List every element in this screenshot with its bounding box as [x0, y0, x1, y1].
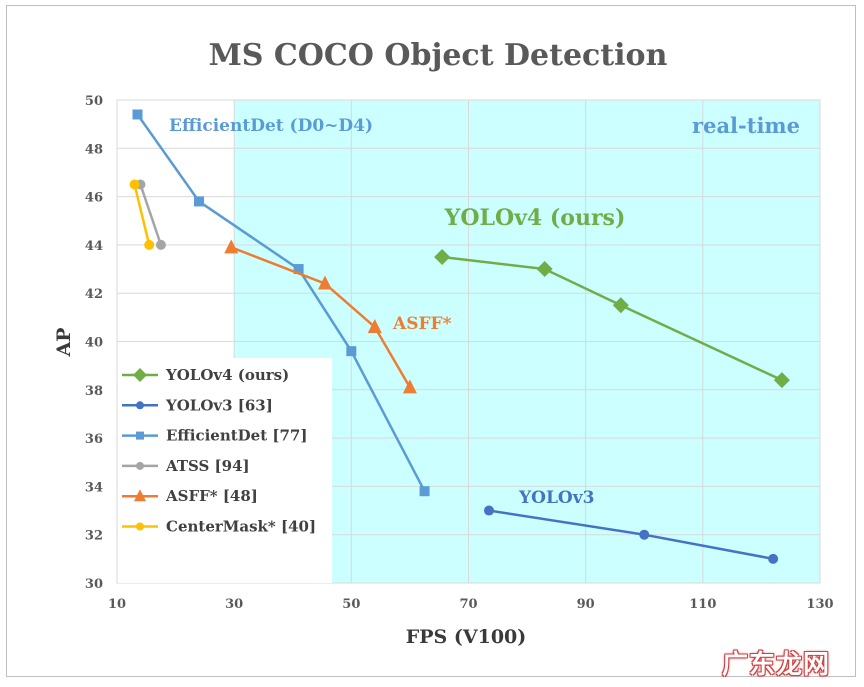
- watermark: 广东龙网: [721, 650, 830, 680]
- plot-border: [116, 99, 821, 584]
- data-point-yolov3: [768, 553, 779, 564]
- y-tick-label: 46: [85, 191, 103, 206]
- x-tick-label: 70: [459, 597, 477, 612]
- y-ticks: 30 32 34 36 38 40 42 44 46 48 50: [85, 94, 103, 592]
- data-point-centermask: [129, 179, 140, 190]
- annotation-efficientdet: EfficientDet (D0~D4): [169, 116, 373, 136]
- legend-marker: [136, 431, 144, 440]
- data-point-yolov4: [434, 248, 451, 265]
- data-point-asff: [224, 239, 239, 254]
- real-time-label: real-time: [692, 113, 800, 138]
- data-point-asff: [367, 319, 382, 334]
- series-yolov3: [484, 505, 779, 564]
- annotation-asff: ASFF*: [392, 314, 452, 334]
- x-tick-label: 30: [225, 597, 243, 612]
- x-axis-label: FPS (V100): [406, 626, 527, 648]
- series-asff: [224, 239, 417, 394]
- series-line-centermask: [133, 184, 151, 246]
- x-tick-label: 110: [689, 597, 716, 612]
- y-tick-label: 30: [85, 577, 103, 592]
- legend-label: YOLOv4 (ours): [165, 366, 289, 384]
- legend-entry-atss: ATSS [94]: [122, 457, 250, 475]
- chart-title: MS COCO Object Detection: [209, 38, 668, 73]
- annotation-yolov3: YOLOv3: [518, 488, 594, 508]
- y-tick-label: 50: [85, 94, 103, 109]
- data-point-yolov4: [612, 297, 629, 314]
- legend-marker: [136, 461, 144, 470]
- data-point-yolov3: [639, 529, 650, 540]
- data-point-yolov4: [773, 372, 790, 389]
- y-tick-label: 38: [85, 384, 103, 399]
- series-layer: [129, 109, 790, 564]
- y-axis-label: AP: [53, 327, 75, 357]
- legend-label: ATSS [94]: [165, 457, 250, 475]
- y-tick-label: 44: [85, 239, 103, 254]
- data-point-asff: [402, 379, 417, 394]
- legend-label: CenterMask* [40]: [166, 518, 316, 536]
- legend-marker: [136, 522, 144, 531]
- x-tick-label: 10: [108, 597, 126, 612]
- data-point-efficientdet: [419, 486, 430, 497]
- legend-label: YOLOv3 [63]: [165, 396, 273, 414]
- y-tick-label: 34: [85, 480, 103, 495]
- legend-entry-asff: ASFF* [48]: [122, 487, 258, 505]
- data-point-atss: [155, 239, 166, 250]
- series-line-asff: [230, 246, 411, 389]
- legend-label: EfficientDet [77]: [166, 427, 307, 445]
- series-centermask: [129, 179, 155, 250]
- y-tick-label: 40: [85, 336, 103, 351]
- legend-entry-centermask: CenterMask* [40]: [122, 518, 316, 536]
- data-point-yolov4: [536, 261, 553, 278]
- data-point-efficientdet: [132, 109, 143, 120]
- x-tick-label: 130: [806, 597, 833, 612]
- y-tick-label: 36: [85, 432, 103, 447]
- legend-label: ASFF* [48]: [165, 487, 258, 505]
- series-line-yolov4: [441, 255, 783, 382]
- data-point-asff: [317, 275, 332, 290]
- y-tick-label: 42: [85, 287, 103, 302]
- legend: YOLOv4 (ours) YOLOv3 [63] EfficientDet [77…: [122, 366, 316, 536]
- legend-entry-efficientdet: EfficientDet [77]: [122, 427, 307, 445]
- series-efficientdet: [132, 109, 430, 497]
- legend-marker: [136, 401, 144, 410]
- data-point-centermask: [144, 239, 155, 250]
- legend-box: [118, 358, 332, 583]
- y-tick-label: 48: [85, 142, 103, 157]
- data-point-efficientdet: [293, 264, 304, 275]
- annotation-yolov4: YOLOv4 (ours): [444, 205, 626, 231]
- data-point-efficientdet: [194, 196, 205, 207]
- series-yolov4: [434, 248, 790, 389]
- legend-marker: [134, 489, 146, 502]
- legend-entry-yolov3: YOLOv3 [63]: [122, 396, 273, 414]
- x-tick-label: 90: [577, 597, 595, 612]
- series-annotations: EfficientDet (D0~D4) YOLOv4 (ours) ASFF* YO…: [169, 116, 625, 508]
- legend-entry-yolov4: YOLOv4 (ours): [122, 366, 289, 384]
- y-tick-label: 32: [85, 529, 103, 544]
- series-line-atss: [139, 184, 163, 246]
- legend-marker: [133, 368, 147, 382]
- x-ticks: 10 30 50 70 90 110 130: [108, 597, 834, 612]
- data-point-efficientdet: [346, 346, 357, 357]
- x-tick-label: 50: [342, 597, 360, 612]
- data-point-yolov3: [484, 505, 495, 516]
